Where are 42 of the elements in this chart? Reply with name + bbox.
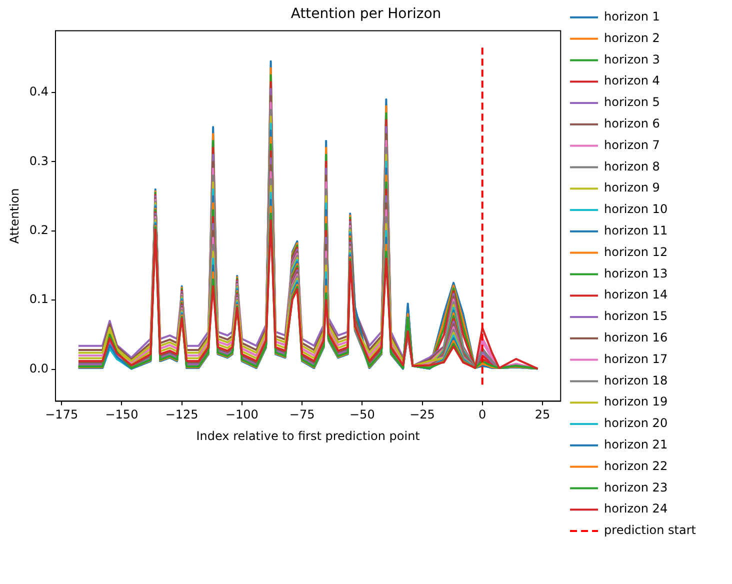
legend-label: horizon 18	[604, 373, 668, 388]
legend-label: horizon 6	[604, 116, 660, 131]
x-tick-label: −50	[349, 408, 375, 422]
y-tick-label: 0.3	[29, 154, 48, 168]
legend-label: horizon 24	[604, 502, 668, 516]
legend-label: prediction start	[604, 523, 696, 538]
y-tick-label: 0.4	[29, 84, 48, 99]
legend-label: horizon 8	[604, 159, 660, 174]
x-tick-label: 25	[534, 408, 550, 422]
legend-label: horizon 13	[604, 266, 668, 280]
legend-label: horizon 10	[604, 202, 668, 216]
legend-label: horizon 20	[604, 416, 668, 430]
x-axis-title: Index relative to first prediction point	[196, 428, 420, 443]
legend-label: horizon 16	[604, 330, 668, 345]
legend-label: horizon 5	[604, 95, 660, 110]
legend-label: horizon 4	[604, 74, 660, 88]
x-tick-label: −125	[165, 408, 198, 422]
legend-label: horizon 14	[604, 288, 668, 302]
legend-label: horizon 11	[604, 224, 668, 238]
legend-label: horizon 3	[604, 52, 660, 66]
y-tick-label: 0.2	[29, 223, 48, 238]
x-tick-label: −150	[105, 408, 138, 422]
y-tick-label: 0.1	[29, 292, 48, 306]
y-axis-title: Attention	[7, 188, 22, 244]
legend-label: horizon 23	[604, 480, 668, 494]
legend-label: horizon 17	[604, 352, 668, 366]
legend-label: horizon 21	[604, 438, 668, 452]
x-tick-label: −75	[289, 408, 315, 422]
legend-label: horizon 1	[604, 10, 660, 24]
x-tick-label: −25	[410, 408, 435, 422]
legend-label: horizon 2	[604, 30, 660, 45]
legend-label: horizon 22	[604, 458, 668, 473]
x-tick-label: 0	[478, 408, 486, 422]
chart-title: Attention per Horizon	[290, 6, 442, 22]
legend-label: horizon 7	[604, 138, 660, 152]
legend-label: horizon 19	[604, 394, 668, 409]
legend-label: horizon 9	[604, 180, 660, 195]
x-tick-label: −100	[225, 408, 258, 422]
legend-label: horizon 12	[604, 244, 668, 259]
legend-label: horizon 15	[604, 309, 668, 324]
y-tick-label: 0.0	[29, 361, 48, 376]
x-tick-label: −175	[45, 408, 78, 422]
